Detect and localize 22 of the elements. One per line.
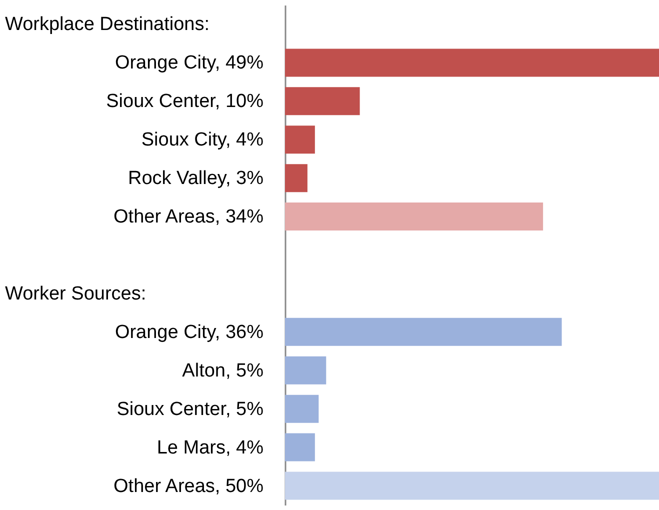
y-tick-label: Orange City, 49% <box>114 52 264 74</box>
y-tick-label: Sioux Center, 10% <box>106 91 264 112</box>
y-tick-label: Sioux Center, 5% <box>116 398 264 420</box>
bar <box>285 202 544 231</box>
text: Workplace Destinations: <box>5 14 210 36</box>
y-tick-label: Other Areas, 34% <box>114 206 264 228</box>
bar <box>285 318 562 346</box>
y-tick-label: Sioux City, 4% <box>141 130 264 151</box>
y-tick-label: Le Mars, 4% <box>156 437 264 458</box>
y-tick-label: Orange City, 36% <box>114 322 264 343</box>
bar <box>285 87 360 116</box>
bar <box>285 472 659 500</box>
bar <box>285 394 319 423</box>
bar <box>285 164 308 192</box>
y-tick-label: Rock Valley, 3% <box>128 168 264 190</box>
y-tick-label: Other Areas, 50% <box>114 476 264 497</box>
bar <box>285 48 659 77</box>
bar <box>285 356 326 384</box>
bar <box>285 126 315 154</box>
text: Worker Sources: <box>5 283 146 304</box>
y-tick-label: Alton, 5% <box>182 360 264 382</box>
bar <box>285 433 315 462</box>
